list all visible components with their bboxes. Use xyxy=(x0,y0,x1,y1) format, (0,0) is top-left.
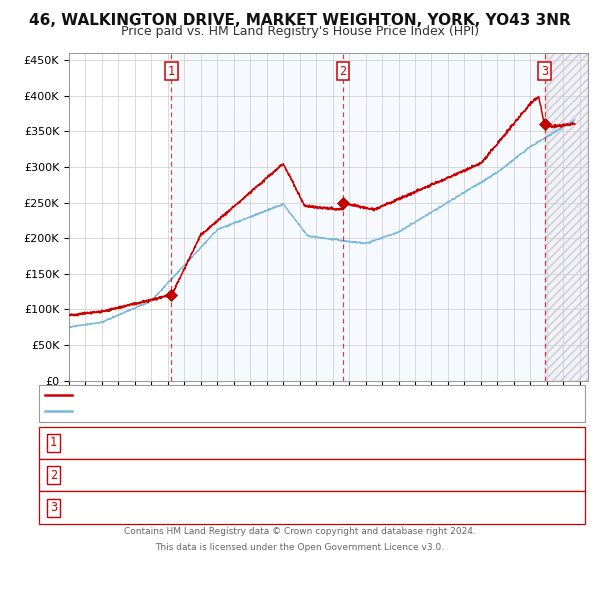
Text: 3: 3 xyxy=(50,501,57,514)
Text: 46, WALKINGTON DRIVE, MARKET WEIGHTON, YORK, YO43 3NR (detached house): 46, WALKINGTON DRIVE, MARKET WEIGHTON, Y… xyxy=(76,391,521,400)
Text: 2: 2 xyxy=(340,65,347,78)
Text: 46, WALKINGTON DRIVE, MARKET WEIGHTON, YORK, YO43 3NR: 46, WALKINGTON DRIVE, MARKET WEIGHTON, Y… xyxy=(29,13,571,28)
Text: Contains HM Land Registry data © Crown copyright and database right 2024.: Contains HM Land Registry data © Crown c… xyxy=(124,527,476,536)
Bar xyxy=(545,53,588,381)
Text: 19-AUG-2011: 19-AUG-2011 xyxy=(99,468,178,482)
Text: 21-MAR-2001: 21-MAR-2001 xyxy=(99,436,178,450)
Text: 29% ↑ HPI: 29% ↑ HPI xyxy=(384,436,448,450)
Text: £250,000: £250,000 xyxy=(252,468,309,482)
Text: HPI: Average price, detached house, East Riding of Yorkshire: HPI: Average price, detached house, East… xyxy=(76,407,407,416)
Text: This data is licensed under the Open Government Licence v3.0.: This data is licensed under the Open Gov… xyxy=(155,543,445,552)
Bar xyxy=(172,53,545,381)
Text: £119,500: £119,500 xyxy=(252,436,309,450)
Text: 10-NOV-2023: 10-NOV-2023 xyxy=(99,501,178,514)
Text: 12% ↑ HPI: 12% ↑ HPI xyxy=(384,501,448,514)
Text: 20% ↑ HPI: 20% ↑ HPI xyxy=(384,468,448,482)
Text: 1: 1 xyxy=(168,65,175,78)
Text: 1: 1 xyxy=(50,436,57,450)
Text: £360,000: £360,000 xyxy=(252,501,309,514)
Text: 2: 2 xyxy=(50,468,57,482)
Text: Price paid vs. HM Land Registry's House Price Index (HPI): Price paid vs. HM Land Registry's House … xyxy=(121,25,479,38)
Text: 3: 3 xyxy=(541,65,548,78)
